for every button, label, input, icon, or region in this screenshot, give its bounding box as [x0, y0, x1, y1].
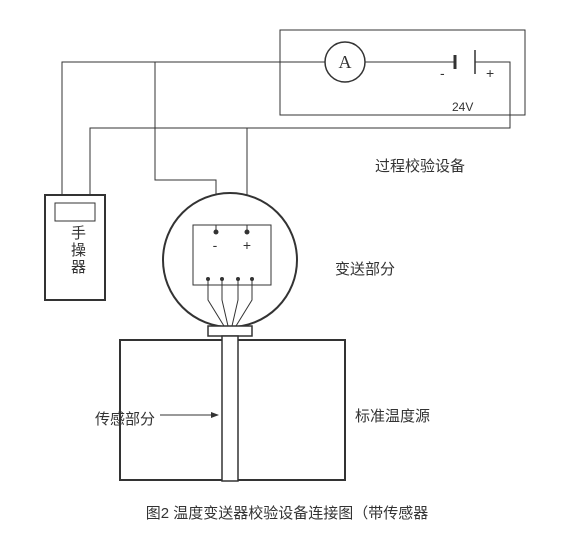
svg-text:-: -	[213, 237, 218, 253]
diagram-canvas: A - + - + 过程校验设备 手操器 变送部分 标准温度源 传感部分 24V 图2 …	[0, 0, 574, 534]
transmitter-label: 变送部分	[335, 258, 395, 279]
figure-caption: 图2 温度变送器校验设备连接图（带传感器	[0, 502, 574, 523]
svg-text:+: +	[486, 65, 494, 81]
calibrator-label: 过程校验设备	[375, 155, 465, 176]
svg-text:+: +	[243, 237, 251, 253]
handheld-label: 手操器	[67, 225, 88, 276]
svg-text:-: -	[440, 65, 445, 81]
battery-voltage: 24V	[452, 100, 473, 114]
source-label: 标准温度源	[355, 405, 430, 426]
sensor-label: 传感部分	[95, 408, 155, 429]
svg-text:A: A	[339, 52, 352, 72]
